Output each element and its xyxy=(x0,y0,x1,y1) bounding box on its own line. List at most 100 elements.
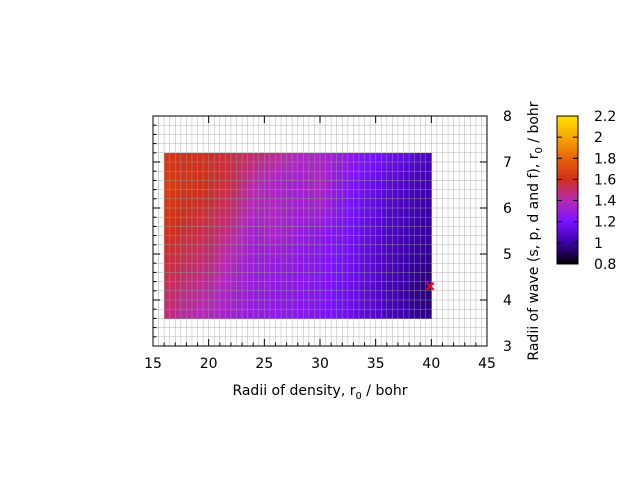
heat-cell xyxy=(235,267,241,273)
heat-cell xyxy=(320,244,326,250)
heat-cell xyxy=(222,281,228,287)
heat-cell xyxy=(177,267,183,273)
heat-cell xyxy=(266,166,272,172)
heat-cell xyxy=(279,217,285,223)
heat-cell xyxy=(391,157,397,163)
heat-cell xyxy=(382,313,388,319)
heat-cell xyxy=(190,152,196,158)
heat-cell xyxy=(177,235,183,241)
heat-cell xyxy=(177,175,183,181)
heat-cell xyxy=(213,286,219,292)
heat-cell xyxy=(311,189,317,195)
heat-cell xyxy=(386,226,392,232)
heat-cell xyxy=(395,180,401,186)
heat-cell xyxy=(297,221,303,227)
heat-cell xyxy=(342,244,348,250)
heat-cell xyxy=(422,198,428,204)
heat-cell xyxy=(288,152,294,158)
heat-cell xyxy=(346,203,352,209)
heat-cell xyxy=(400,295,406,301)
heat-cell xyxy=(426,272,432,278)
heat-cell xyxy=(262,208,268,214)
heat-cell xyxy=(328,304,334,310)
heat-cell xyxy=(181,272,187,278)
heat-cell xyxy=(306,235,312,241)
heat-cell xyxy=(173,221,179,227)
heat-cell xyxy=(328,249,334,255)
heat-cell xyxy=(417,272,424,278)
heat-cell xyxy=(422,171,428,177)
heat-cell xyxy=(404,231,410,237)
heat-cell xyxy=(244,235,250,241)
heat-cell xyxy=(404,240,410,246)
y-tick-label: 7 xyxy=(503,155,512,171)
heat-cell xyxy=(360,300,366,306)
heat-cell xyxy=(417,240,424,246)
heat-cell xyxy=(199,226,205,232)
heat-cell xyxy=(395,249,401,255)
heat-cell xyxy=(239,277,245,283)
heat-cell xyxy=(302,203,308,209)
heat-cell xyxy=(271,313,277,319)
heat-cell xyxy=(235,175,241,181)
heat-cell xyxy=(417,203,424,209)
heat-cell xyxy=(395,226,401,232)
heat-cell xyxy=(164,185,170,191)
heat-cell xyxy=(404,157,410,163)
heat-cell xyxy=(386,286,392,292)
heat-cell xyxy=(275,240,281,246)
heat-cell xyxy=(426,162,432,168)
heat-cell xyxy=(324,217,330,223)
heat-cell xyxy=(417,217,424,223)
heat-cell xyxy=(400,313,406,319)
heat-cell xyxy=(262,231,268,237)
heat-cell xyxy=(248,189,254,195)
heat-cell xyxy=(320,185,326,191)
heat-cell xyxy=(253,175,259,181)
heat-cell xyxy=(279,212,285,218)
heat-cell xyxy=(368,171,375,177)
heat-cell xyxy=(320,281,326,287)
heat-cell xyxy=(262,226,268,232)
heat-cell xyxy=(311,217,317,223)
heat-cell xyxy=(288,226,294,232)
heat-cell xyxy=(302,267,308,273)
heat-cell xyxy=(195,235,201,241)
heat-cell xyxy=(226,300,232,306)
heat-cell xyxy=(230,277,236,283)
heat-cell xyxy=(320,277,326,283)
heat-cell xyxy=(315,281,321,287)
heat-cell xyxy=(413,221,419,227)
heat-cell xyxy=(351,290,357,296)
heat-cell xyxy=(328,208,334,214)
heat-cell xyxy=(235,235,241,241)
heat-cell xyxy=(413,295,419,301)
heat-cell xyxy=(181,258,187,264)
heat-cell xyxy=(217,254,223,260)
heat-cell xyxy=(266,267,272,273)
heat-cell xyxy=(244,157,250,163)
heat-cell xyxy=(426,212,432,218)
heat-cell xyxy=(208,166,214,172)
heat-cell xyxy=(177,281,183,287)
heat-cell xyxy=(222,313,228,319)
heat-cell xyxy=(360,277,366,283)
heat-cell xyxy=(351,152,357,158)
heat-cell xyxy=(364,162,370,168)
heat-cell xyxy=(417,152,424,158)
heat-cell xyxy=(173,212,179,218)
heat-cell xyxy=(368,235,375,241)
heat-cell xyxy=(377,254,383,260)
heat-cell xyxy=(262,175,268,181)
heat-cell xyxy=(386,217,392,223)
heat-cell xyxy=(213,313,219,319)
heat-cell xyxy=(413,226,419,232)
heat-cell xyxy=(311,295,317,301)
heat-cell xyxy=(360,166,366,172)
heat-cell xyxy=(284,226,290,232)
heat-cell xyxy=(320,175,326,181)
heat-cell xyxy=(391,309,397,315)
heat-cell xyxy=(311,240,317,246)
heat-cell xyxy=(235,189,241,195)
heat-cell xyxy=(320,162,326,168)
